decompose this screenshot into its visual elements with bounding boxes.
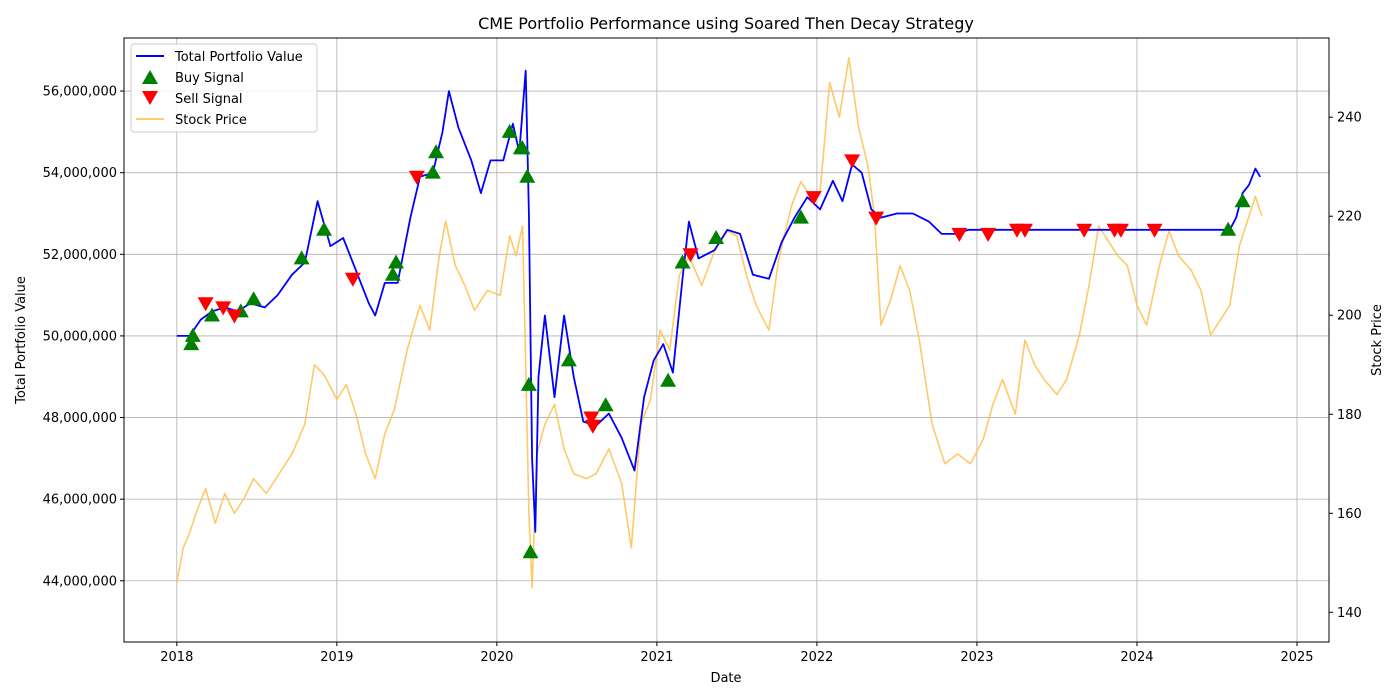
x-tick-label: 2024 — [1120, 650, 1153, 665]
legend: Total Portfolio Value Buy Signal Sell Si… — [130, 43, 318, 133]
y2-axis-label: Stock Price — [1370, 304, 1385, 376]
buy-signal-marker — [792, 209, 809, 224]
buy-signal-marker — [316, 221, 333, 236]
buy-signal-marker — [293, 250, 310, 265]
signal-markers — [183, 123, 1251, 559]
buy-signal-marker — [501, 123, 518, 138]
buy-signal-marker — [519, 168, 536, 183]
buy-signal-marker — [424, 164, 441, 179]
stock-price-layer — [176, 56, 1263, 589]
x-axis-label: Date — [710, 671, 741, 686]
sell-signal-marker — [583, 411, 600, 426]
buy-signal-marker — [674, 254, 691, 269]
y2-tick-label: 240 — [1337, 111, 1362, 126]
x-axis: 2018 2019 2020 2021 2022 2023 2024 2025 — [160, 642, 1314, 665]
sell-signal-marker — [805, 191, 822, 206]
sell-signal-marker — [344, 272, 361, 287]
legend-marker-sell — [142, 91, 158, 105]
legend-label-sell: Sell Signal — [175, 92, 243, 107]
stock-price-line — [176, 56, 1263, 589]
y-axis-left: 44,000,000 46,000,000 48,000,000 50,000,000… — [43, 85, 124, 589]
sell-signal-marker — [868, 211, 885, 226]
legend-label-portfolio: Total Portfolio Value — [174, 50, 303, 65]
buy-signal-marker — [184, 327, 201, 342]
y-tick-label: 54,000,000 — [43, 166, 117, 181]
sell-signal-marker — [682, 248, 699, 263]
plot-frame — [123, 37, 1330, 643]
x-tick-label: 2019 — [320, 650, 353, 665]
y-tick-label: 46,000,000 — [43, 493, 117, 508]
sell-signal-marker — [951, 227, 968, 242]
sell-signal-marker — [1112, 223, 1129, 238]
y-tick-label: 52,000,000 — [43, 248, 117, 263]
grid-lines — [124, 38, 1329, 642]
y2-tick-label: 140 — [1337, 606, 1362, 621]
x-tick-label: 2021 — [640, 650, 673, 665]
sell-signal-marker — [844, 154, 861, 169]
sell-signal-marker — [1016, 223, 1033, 238]
x-tick-label: 2023 — [960, 650, 993, 665]
buy-signal-marker — [428, 144, 445, 159]
y2-tick-label: 160 — [1337, 507, 1362, 522]
sell-signal-marker — [226, 309, 243, 324]
buy-signal-marker — [520, 376, 537, 391]
buy-signal-marker — [560, 352, 577, 367]
sell-signal-marker — [1146, 223, 1163, 238]
buy-signal-marker — [597, 397, 614, 412]
plot-area — [124, 38, 1329, 642]
chart-title: CME Portfolio Performance using Soared T… — [478, 14, 974, 33]
legend-box — [130, 43, 318, 133]
buy-signal-marker — [1234, 193, 1251, 208]
legend-marker-buy — [142, 70, 158, 84]
buy-signal-marker — [204, 307, 221, 322]
y-tick-label: 48,000,000 — [43, 411, 117, 426]
buy-signal-marker — [660, 372, 677, 387]
y2-tick-label: 180 — [1337, 408, 1362, 423]
sell-signal-marker — [1076, 223, 1093, 238]
sell-signal-marker — [197, 297, 214, 312]
buy-signal-marker — [388, 254, 405, 269]
legend-label-price: Stock Price — [175, 113, 247, 128]
buy-signal-marker — [708, 229, 725, 244]
buy-signal-marker — [514, 140, 531, 155]
sell-signal-marker — [980, 227, 997, 242]
sell-signal-marker — [215, 301, 232, 316]
buy-signal-marker — [245, 291, 262, 306]
y2-tick-label: 220 — [1337, 210, 1362, 225]
x-tick-label: 2018 — [160, 650, 193, 665]
buy-signal-marker — [183, 336, 200, 351]
x-tick-label: 2020 — [480, 650, 513, 665]
buy-signal-marker — [522, 544, 539, 559]
buy-signal-marker — [1220, 221, 1237, 236]
legend-label-buy: Buy Signal — [175, 71, 244, 86]
buy-signal-marker — [384, 266, 401, 281]
y-axis-label: Total Portfolio Value — [14, 276, 29, 405]
y2-tick-label: 200 — [1337, 309, 1362, 324]
y-tick-label: 44,000,000 — [43, 574, 117, 589]
sell-signal-marker — [584, 419, 601, 434]
sell-signal-marker — [408, 170, 425, 185]
y-tick-label: 50,000,000 — [43, 329, 117, 344]
x-tick-label: 2022 — [800, 650, 833, 665]
y-tick-label: 56,000,000 — [43, 85, 117, 100]
x-tick-label: 2025 — [1280, 650, 1313, 665]
y-axis-right: 140 160 180 200 220 240 — [1329, 111, 1362, 621]
